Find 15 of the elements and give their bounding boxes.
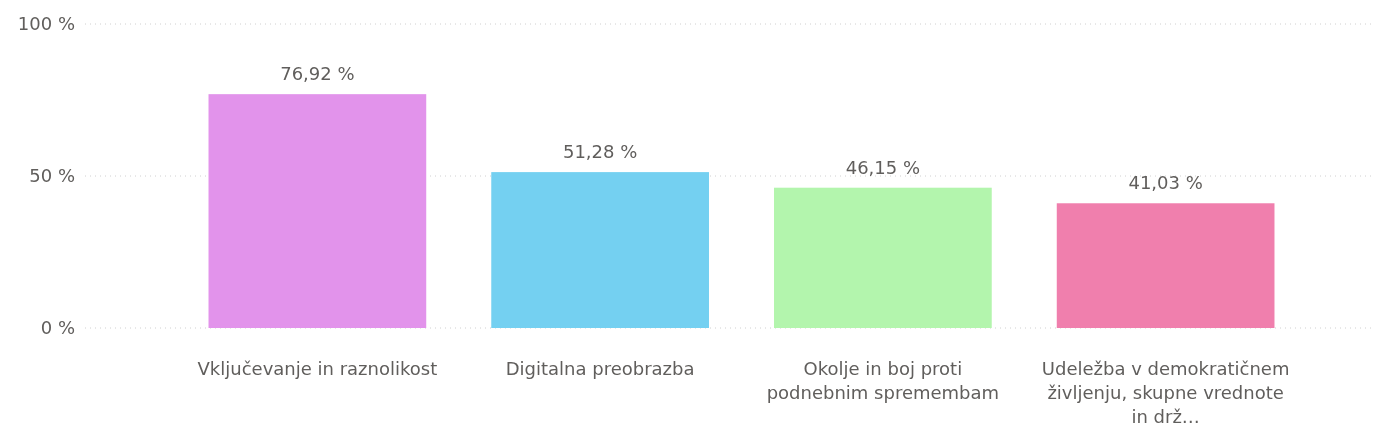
data-label: 46,15 % bbox=[845, 156, 921, 178]
bar bbox=[208, 94, 427, 328]
x-tick-label: Digitalna preobrazba bbox=[505, 358, 695, 379]
y-tick-label: 0 % bbox=[40, 317, 75, 339]
bar bbox=[1056, 203, 1275, 328]
y-tick-label: 100 % bbox=[17, 13, 75, 35]
data-label: 76,92 % bbox=[280, 63, 355, 85]
x-tick-label: Vključevanje in raznolikost bbox=[197, 358, 438, 379]
bar bbox=[774, 187, 992, 328]
bar bbox=[491, 172, 709, 328]
data-label: 51,28 % bbox=[562, 141, 638, 163]
x-tick-label: Okolje in boj proti podnebnim spremembam bbox=[766, 358, 1000, 403]
y-tick-label: 50 % bbox=[29, 165, 75, 187]
data-label: 41,03 % bbox=[1128, 172, 1203, 194]
x-tick-label: Udeležba v demokratičnem življenju, skupne vrednote in drž… bbox=[1041, 358, 1290, 427]
